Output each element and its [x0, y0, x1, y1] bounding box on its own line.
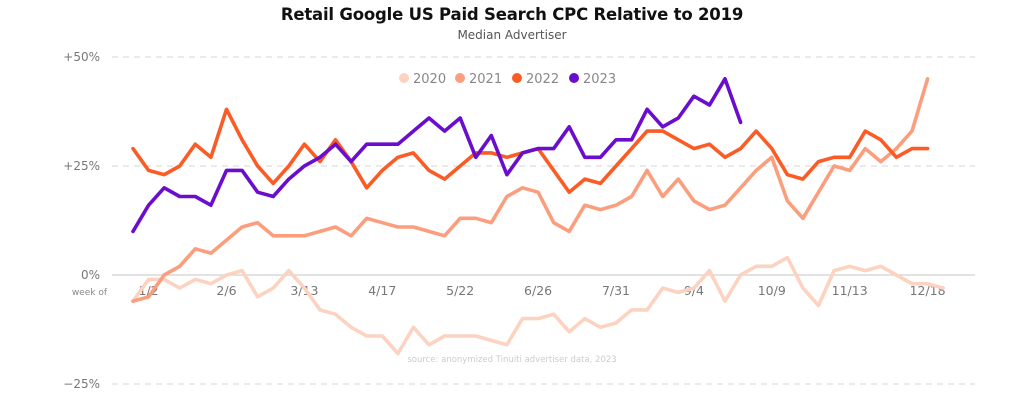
- source-note: source: anonymized Tinuiti advertiser da…: [407, 355, 616, 365]
- x-tick-label: 2/6: [216, 283, 236, 298]
- legend-label: 2021: [469, 72, 502, 87]
- x-tick-label: 4/17: [368, 283, 396, 298]
- y-tick-label: 0%: [81, 268, 100, 282]
- x-tick-label: 7/31: [602, 283, 630, 298]
- legend-swatch-icon: [455, 73, 465, 83]
- legend-item-2022: 2022: [512, 72, 559, 87]
- legend-swatch-icon: [399, 73, 409, 83]
- legend-swatch-icon: [569, 73, 579, 83]
- chart-subtitle: Median Advertiser: [457, 28, 567, 42]
- legend-item-2023: 2023: [569, 72, 616, 87]
- legend-label: 2023: [583, 72, 616, 87]
- y-tick-label: −25%: [63, 377, 100, 391]
- series-line-2021: [131, 77, 930, 304]
- series-lines: [131, 77, 946, 356]
- x-tick-label: 5/22: [446, 283, 474, 298]
- y-tick-label: +50%: [63, 50, 100, 64]
- legend-swatch-icon: [512, 73, 522, 83]
- x-tick-label: 11/13: [832, 283, 868, 298]
- chart-title: Retail Google US Paid Search CPC Relativ…: [280, 5, 744, 24]
- legend-item-2021: 2021: [455, 72, 502, 87]
- x-axis-ticks: 1/2 2/6 3/13 4/17 5/22 6/26 7/31 9/4 10/9 11/13 12…: [139, 283, 946, 298]
- series-line-2020: [131, 255, 946, 356]
- legend-label: 2022: [526, 72, 559, 87]
- legend-item-2020: 2020: [399, 72, 446, 87]
- x-tick-label: 6/26: [524, 283, 552, 298]
- legend-label: 2020: [413, 72, 446, 87]
- y-tick-label: +25%: [63, 159, 100, 173]
- y-axis-ticks: +50% +25% 0% −25%: [63, 50, 100, 391]
- gridlines: [112, 56, 975, 385]
- x-tick-label: 9/4: [684, 283, 704, 298]
- legend: 2020 2021 2022 2023: [399, 72, 616, 87]
- x-axis-label: week of: [72, 288, 108, 298]
- series-line-2023: [131, 77, 743, 234]
- x-tick-label: 10/9: [758, 283, 786, 298]
